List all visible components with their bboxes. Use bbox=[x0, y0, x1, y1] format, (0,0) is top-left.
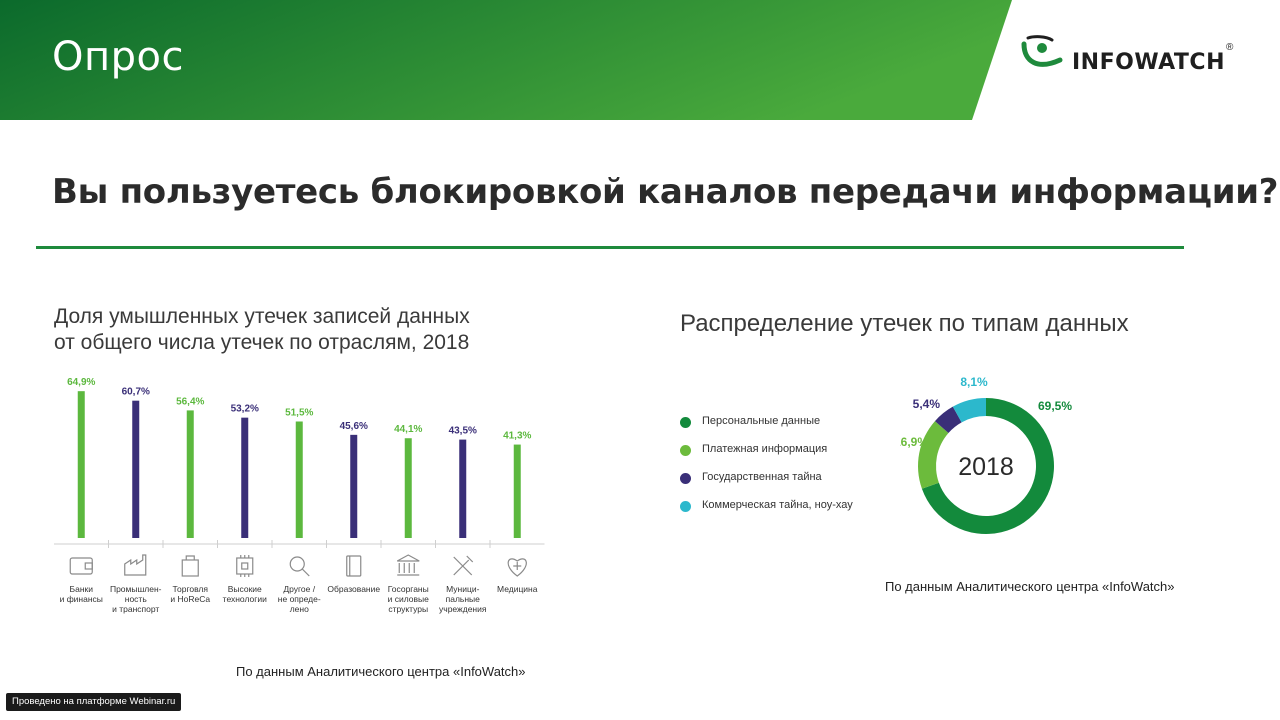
header-banner bbox=[0, 0, 1012, 120]
donut-slice bbox=[952, 398, 986, 423]
bar-value-label: 41,3% bbox=[503, 431, 531, 442]
bar bbox=[241, 417, 249, 538]
donut-slice bbox=[918, 421, 949, 489]
legend-label: Персональные данные bbox=[702, 415, 821, 427]
bar-chart-plot: 64,9% 60,7% 56,4% 53,2% 51,5% 45,6% 44,1% 43,5%… bbox=[54, 377, 545, 548]
donut-chart-plot: 69,5% 16,9% 5,4% 8,1% 2018 bbox=[894, 375, 1072, 534]
legend-swatch bbox=[680, 445, 691, 456]
bar-value-label: 43,5% bbox=[449, 426, 477, 437]
category-label: Высокие технологии bbox=[222, 584, 267, 604]
donut-center-label: 2018 bbox=[958, 453, 1014, 481]
bar bbox=[459, 439, 467, 538]
donut-chart: 69,5% 16,9% 5,4% 8,1% 2018 bbox=[894, 370, 1080, 545]
government-building-icon bbox=[396, 554, 420, 576]
medical-heart-icon bbox=[507, 558, 527, 577]
chip-icon bbox=[236, 555, 254, 577]
wallet-icon bbox=[69, 557, 93, 575]
bar-value-label: 53,2% bbox=[231, 404, 259, 415]
category-label: Госорганы и силовые структуры bbox=[387, 584, 429, 614]
bar-value-label: 44,1% bbox=[394, 424, 422, 435]
bar-value-label: 64,9% bbox=[67, 377, 95, 388]
category-label: Другое / не опреде- лено bbox=[277, 584, 321, 614]
infowatch-logo: INFOWATCH ® bbox=[1020, 34, 1250, 84]
donut-chart-source: По данным Аналитического центра «InfoWat… bbox=[885, 579, 1175, 594]
category-label: Муници- пальные учреждения bbox=[439, 584, 487, 614]
bar bbox=[350, 434, 358, 538]
slide-header: Опрос INFOWATCH ® bbox=[0, 0, 1280, 120]
legend-item: Коммерческая тайна, ноу-хау bbox=[680, 497, 880, 517]
donut-slice bbox=[934, 406, 962, 433]
magnifier-icon bbox=[289, 556, 310, 577]
bar-chart-source: По данным Аналитического центра «InfoWat… bbox=[236, 664, 526, 679]
book-icon bbox=[346, 555, 362, 577]
category-label: Промышлен- ность и транспорт bbox=[109, 584, 162, 614]
legend-label: Платежная информация bbox=[702, 443, 828, 455]
registered-mark: ® bbox=[1226, 42, 1234, 53]
category-label: Банки и финансы bbox=[59, 584, 103, 604]
legend-swatch bbox=[680, 501, 691, 512]
infowatch-eye-icon bbox=[1021, 35, 1063, 67]
bar bbox=[513, 444, 521, 538]
legend-swatch bbox=[680, 417, 691, 428]
legend-swatch bbox=[680, 473, 691, 484]
legend-label: Государственная тайна bbox=[702, 471, 822, 483]
bar-value-label: 56,4% bbox=[176, 396, 204, 407]
bar-value-label: 60,7% bbox=[122, 387, 150, 398]
bar bbox=[132, 400, 140, 538]
donut-chart-title: Распределение утечек по типам данных bbox=[680, 310, 1129, 337]
bar-chart-title: Доля умышленных утечек записей данных от… bbox=[54, 305, 470, 354]
bar-chart: 64,9% 60,7% 56,4% 53,2% 51,5% 45,6% 44,1% 43,5%… bbox=[40, 370, 560, 614]
title-divider bbox=[36, 246, 1184, 249]
category-label: Медицина bbox=[497, 584, 538, 594]
survey-question: Вы пользуетесь блокировкой каналов перед… bbox=[52, 172, 1279, 212]
shopping-bag-icon bbox=[181, 555, 199, 577]
bar bbox=[186, 410, 194, 538]
bar bbox=[404, 438, 412, 538]
legend-item: Персональные данные bbox=[680, 413, 880, 433]
donut-slice-label: 8,1% bbox=[960, 375, 988, 389]
bar-value-label: 45,6% bbox=[340, 421, 368, 432]
donut-slice-label: 5,4% bbox=[913, 397, 941, 411]
donut-slice-label: 69,5% bbox=[1038, 399, 1072, 413]
logo-text: INFOWATCH bbox=[1072, 50, 1225, 75]
bar-value-label: 51,5% bbox=[285, 407, 313, 418]
category-label: Торговля и HoReCa bbox=[170, 584, 211, 604]
factory-icon bbox=[124, 554, 147, 576]
slide-title: Опрос bbox=[52, 34, 184, 80]
platform-badge[interactable]: Проведено на платформе Webinar.ru bbox=[6, 693, 182, 711]
legend-item: Платежная информация bbox=[680, 441, 880, 461]
category-label: Образование bbox=[327, 584, 381, 594]
legend-label: Коммерческая тайна, ноу-хау bbox=[702, 499, 853, 511]
bar bbox=[77, 391, 85, 538]
donut-slice-label: 16,9% bbox=[900, 435, 928, 449]
bar bbox=[295, 421, 303, 538]
tools-icon bbox=[453, 555, 474, 576]
legend-item: Государственная тайна bbox=[680, 469, 880, 489]
